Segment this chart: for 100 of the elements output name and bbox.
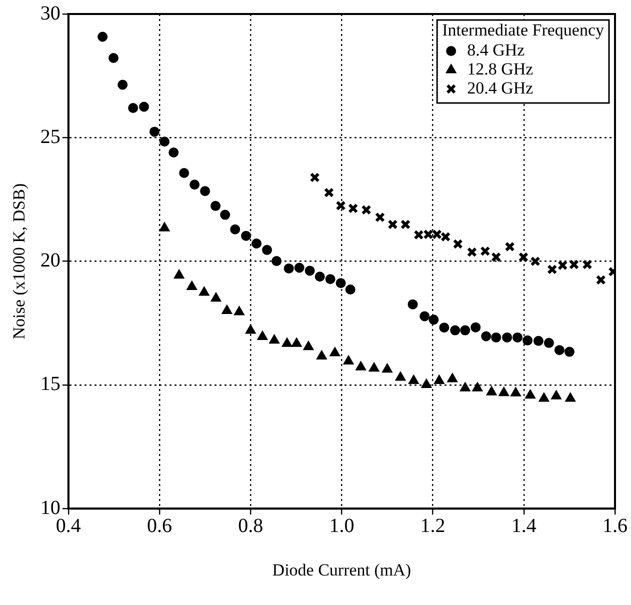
point (388, 219, 398, 230)
point (550, 390, 562, 400)
x-tick-label: 1.4 (511, 514, 536, 537)
point (491, 332, 502, 342)
point (118, 80, 128, 90)
legend-label: 8.4 GHz (467, 40, 526, 60)
point (269, 334, 280, 344)
legend-label: 20.4 GHz (467, 78, 534, 98)
x-tick-label: 0.8 (238, 514, 264, 537)
point (252, 238, 262, 248)
point (198, 286, 210, 296)
point (200, 186, 210, 196)
point (361, 204, 372, 215)
point (582, 259, 592, 270)
x-tick-label: 1.0 (329, 514, 354, 537)
point (220, 210, 230, 220)
point (544, 338, 554, 348)
point (186, 280, 198, 290)
point (512, 332, 523, 342)
legend-title: Intermediate Frequency (442, 20, 604, 40)
point (525, 389, 536, 399)
x-axis-title: Diode Current (mA) (272, 560, 412, 580)
point (310, 172, 320, 182)
point (108, 53, 118, 64)
point (452, 238, 463, 250)
y-tick-label: 15 (40, 373, 60, 396)
point (440, 232, 451, 242)
point (423, 229, 434, 240)
point (518, 252, 528, 262)
point (564, 346, 574, 357)
point (434, 374, 444, 384)
x-tick-label: 0.6 (147, 514, 172, 537)
point (491, 252, 502, 262)
point (304, 266, 315, 276)
point (428, 314, 439, 325)
point (159, 222, 170, 232)
point (447, 373, 458, 382)
point (414, 230, 424, 240)
point (480, 246, 490, 256)
point (565, 392, 576, 402)
point (472, 382, 483, 392)
legend-label: 12.8 GHz (467, 59, 534, 78)
point (149, 126, 160, 137)
point (345, 284, 356, 294)
point (272, 256, 282, 266)
point (356, 361, 366, 370)
point (325, 274, 336, 284)
point (368, 362, 380, 372)
point (257, 330, 268, 340)
point (314, 272, 325, 282)
point (262, 244, 272, 255)
point (382, 363, 393, 373)
point (460, 325, 470, 336)
point (554, 345, 564, 356)
point (190, 180, 200, 190)
x-tick-label: 1.6 (602, 514, 628, 537)
point (568, 259, 580, 270)
point (510, 387, 521, 396)
point (395, 372, 406, 381)
point (303, 340, 314, 350)
point (316, 350, 327, 360)
point (294, 262, 304, 273)
point (547, 264, 558, 274)
point (336, 278, 346, 288)
point (533, 336, 544, 346)
point (504, 242, 515, 252)
point (282, 338, 292, 347)
point (486, 386, 497, 396)
point (210, 200, 221, 211)
y-tick-label: 30 (40, 2, 60, 24)
point (343, 355, 354, 364)
point (324, 188, 334, 198)
point (460, 382, 470, 392)
point (179, 168, 190, 178)
point (284, 263, 294, 274)
point (330, 347, 340, 356)
point (470, 322, 481, 332)
point (374, 212, 385, 222)
point (348, 203, 358, 214)
x-tick-label: 1.2 (420, 514, 446, 537)
point (222, 304, 232, 314)
point (420, 311, 430, 322)
point (400, 219, 411, 230)
point (432, 229, 442, 240)
point (241, 230, 252, 241)
point (538, 392, 550, 402)
point (481, 331, 492, 342)
point (98, 32, 108, 42)
point (421, 378, 432, 388)
point (168, 147, 179, 158)
point (466, 247, 478, 258)
point (160, 136, 170, 147)
point (596, 274, 606, 285)
point (336, 200, 346, 211)
point (245, 324, 256, 334)
point (408, 299, 418, 310)
point (234, 306, 244, 316)
point (210, 292, 222, 302)
point (408, 374, 419, 384)
point (139, 102, 150, 112)
